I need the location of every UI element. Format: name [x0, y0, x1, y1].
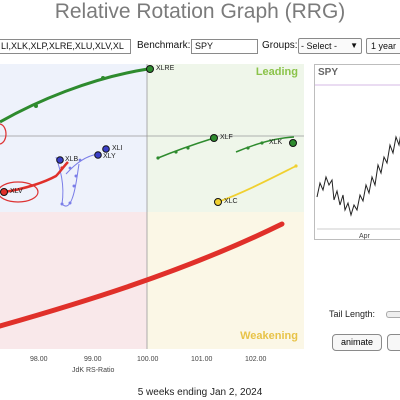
xlre-tail-point — [34, 104, 38, 108]
symbol-label: XLV — [10, 188, 23, 195]
xlb-tail-point — [68, 201, 72, 205]
spy-price-panel: SPY Apr — [314, 64, 400, 240]
xlf-tail-point — [174, 150, 178, 154]
benchmark-input[interactable]: SPY — [191, 39, 258, 54]
chevron-down-icon: ▼ — [350, 41, 358, 50]
xlk-tail-point — [260, 141, 264, 145]
annotation-circle — [0, 181, 39, 203]
xlf-tail-point — [186, 146, 190, 150]
annotation-circle — [0, 123, 7, 145]
xlk-tail — [235, 136, 295, 153]
xlf-tail — [157, 137, 215, 159]
xlk-tail-point — [246, 146, 250, 150]
animate-button[interactable]: animate — [332, 334, 382, 351]
xly-tail-point — [78, 158, 82, 162]
date-range-caption: 5 weeks ending Jan 2, 2024 — [137, 387, 263, 398]
symbol-label: XLB — [65, 156, 79, 163]
period-select-value: 1 year — [371, 41, 397, 51]
xlb-tail-point — [72, 184, 76, 188]
leading-quadrant-label: Leading — [255, 66, 298, 78]
leading-quadrant — [147, 64, 304, 212]
symbol-label: XLRE — [156, 65, 175, 72]
xlv-head[interactable] — [0, 188, 8, 196]
spy-price-chart — [315, 84, 400, 230]
period-select[interactable]: 1 year — [366, 38, 400, 54]
x-tick-label: 100.00 — [137, 356, 159, 363]
xlb-tail — [55, 156, 80, 207]
symbol-label: XLI — [112, 145, 123, 152]
x-axis-label: JdK RS-Ratio — [72, 367, 115, 374]
x-tick-label: 99.00 — [84, 356, 102, 363]
xlre-tail-point — [101, 76, 105, 80]
toolbar: LI,XLK,XLP,XLRE,XLU,XLV,XL Benchmark: SP… — [0, 36, 400, 56]
xly-head[interactable] — [94, 151, 102, 159]
groups-label: Groups: — [262, 40, 298, 51]
xlre-head[interactable] — [146, 65, 154, 73]
symbols-input[interactable]: LI,XLK,XLP,XLRE,XLU,XLV,XL — [0, 39, 131, 54]
playback-button[interactable] — [387, 334, 400, 351]
xlf-head[interactable] — [210, 134, 218, 142]
xlc-head[interactable] — [214, 198, 222, 206]
tail-length-label: Tail Length: — [329, 309, 376, 319]
spy-panel-title: SPY — [318, 67, 339, 78]
benchmark-label: Benchmark: — [137, 40, 191, 51]
groups-select[interactable]: - Select - ▼ — [298, 38, 362, 54]
xlk-head[interactable] — [289, 139, 297, 147]
xlb-tail-point — [60, 202, 64, 206]
xlb-head[interactable] — [56, 156, 64, 164]
weakening-quadrant-label: Weakening — [240, 330, 298, 342]
symbol-label: XLY — [103, 153, 116, 160]
xlf-tail-point — [156, 156, 160, 160]
spy-month-label: Apr — [359, 233, 370, 240]
symbol-label: XLK — [269, 139, 283, 146]
rrg-plot — [0, 64, 304, 349]
symbol-label: XLF — [220, 134, 233, 141]
xlre-tail — [0, 67, 149, 124]
page-title: Relative Rotation Graph (RRG) — [54, 0, 346, 23]
x-tick-label: 101.00 — [191, 356, 213, 363]
xly-tail-point — [68, 166, 72, 170]
xlc-tail-point — [294, 164, 298, 168]
xlc-tail — [217, 165, 297, 203]
symbol-label: XLC — [224, 198, 238, 205]
xli-head[interactable] — [102, 145, 110, 153]
tail-length-slider[interactable] — [386, 311, 400, 318]
x-tick-label: 102.00 — [245, 356, 267, 363]
trend-arrow-line — [0, 221, 285, 329]
weakening-quadrant — [147, 212, 304, 349]
rrg-chart[interactable]: Leading Weakening XLRE XLF XLK XLI XLY X… — [0, 64, 304, 349]
lagging-quadrant — [0, 212, 147, 349]
groups-select-value: - Select - — [301, 41, 338, 51]
xlv-tail-point — [60, 166, 64, 170]
x-tick-label: 98.00 — [30, 356, 48, 363]
xlv-tail — [3, 161, 69, 194]
spy-price-line — [316, 135, 400, 217]
xlb-tail-point — [74, 174, 78, 178]
